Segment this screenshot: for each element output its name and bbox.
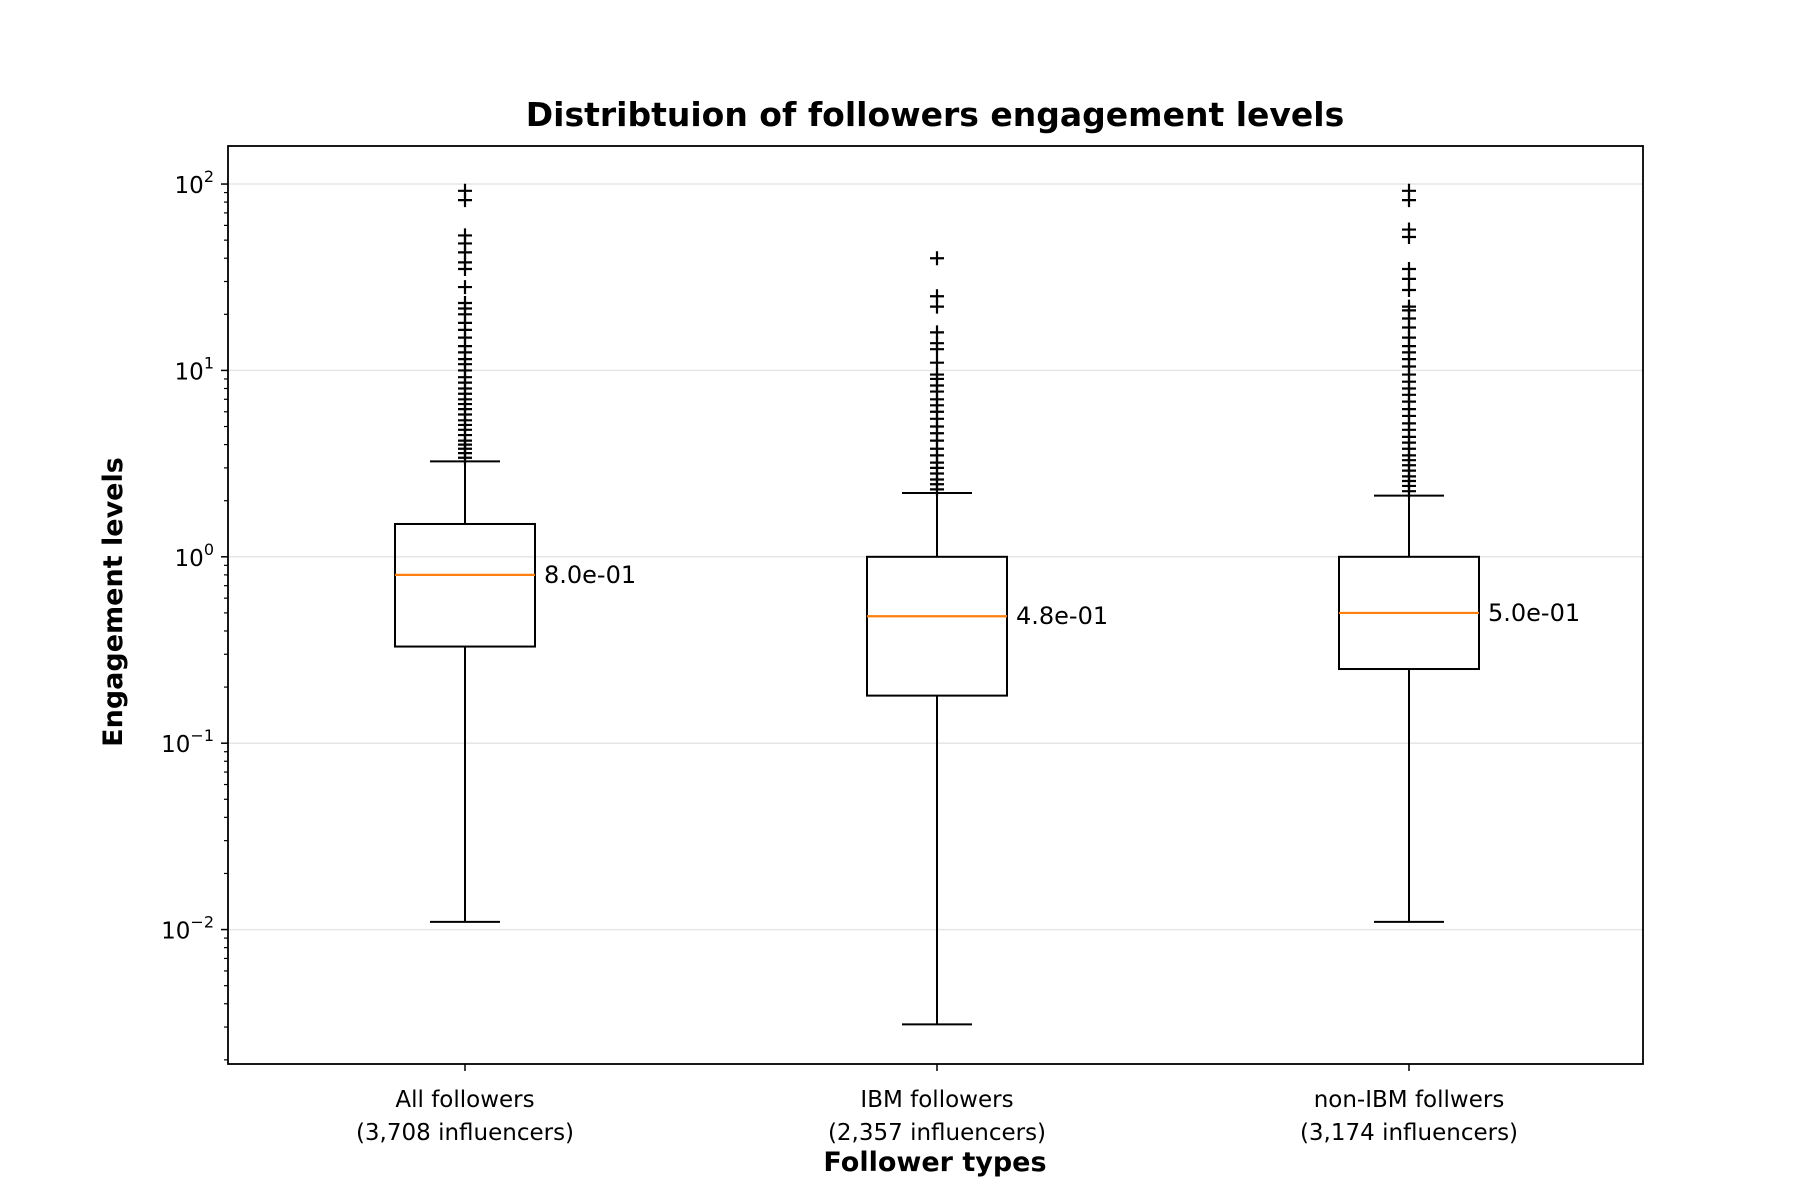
plot-frame — [227, 145, 1644, 1065]
outlier-point — [1402, 183, 1416, 198]
outlier-point — [458, 296, 472, 311]
outlier-point — [1402, 262, 1416, 277]
x-tick-label: non-IBM follwers — [1314, 1087, 1505, 1113]
x-axis-ticks: All followers (3,708 influencers) IBM foll… — [356, 1064, 1518, 1146]
outlier-point — [1402, 299, 1416, 314]
outlier-point — [458, 183, 472, 198]
y-axis-ticks: 102 101 100 10−1 10−2 — [161, 167, 228, 1061]
median-label: 4.8e-01 — [1016, 602, 1108, 630]
iqr-box — [394, 522, 536, 648]
boxes-layer: 8.0e-01 4.8e-01 5.0e-01 — [394, 183, 1580, 1026]
x-tick-label: (3,708 influencers) — [356, 1120, 574, 1146]
x-tick-label: (3,174 influencers) — [1300, 1120, 1518, 1146]
x-tick-label: IBM followers — [860, 1087, 1013, 1113]
outlier-point — [1402, 222, 1416, 237]
outlier-point — [458, 228, 472, 243]
y-tick-label: 102 — [175, 167, 214, 199]
outlier-point — [930, 325, 944, 340]
y-tick-label: 10−2 — [161, 913, 214, 945]
outlier-point — [930, 355, 944, 370]
box-group: 8.0e-01 — [394, 183, 636, 923]
x-tick-label: All followers — [395, 1087, 534, 1113]
y-tick-label: 101 — [175, 353, 214, 385]
x-axis-label: Follower types — [823, 1147, 1046, 1178]
box-group: 5.0e-01 — [1338, 183, 1580, 923]
median-label: 5.0e-01 — [1488, 599, 1580, 627]
y-axis-label: Engagement levels — [98, 457, 129, 747]
y-tick-label: 100 — [175, 540, 214, 572]
outlier-point — [930, 251, 944, 266]
box-group: 4.8e-01 — [866, 251, 1108, 1026]
outlier-point — [930, 367, 944, 382]
chart-title: Distribtuion of followers engagement lev… — [526, 95, 1345, 134]
outlier-point — [458, 280, 472, 295]
iqr-box — [866, 555, 1008, 697]
median-label: 8.0e-01 — [544, 561, 636, 589]
outlier-point — [930, 289, 944, 304]
x-tick-label: (2,357 influencers) — [828, 1120, 1046, 1146]
y-tick-label: 10−1 — [161, 726, 214, 758]
